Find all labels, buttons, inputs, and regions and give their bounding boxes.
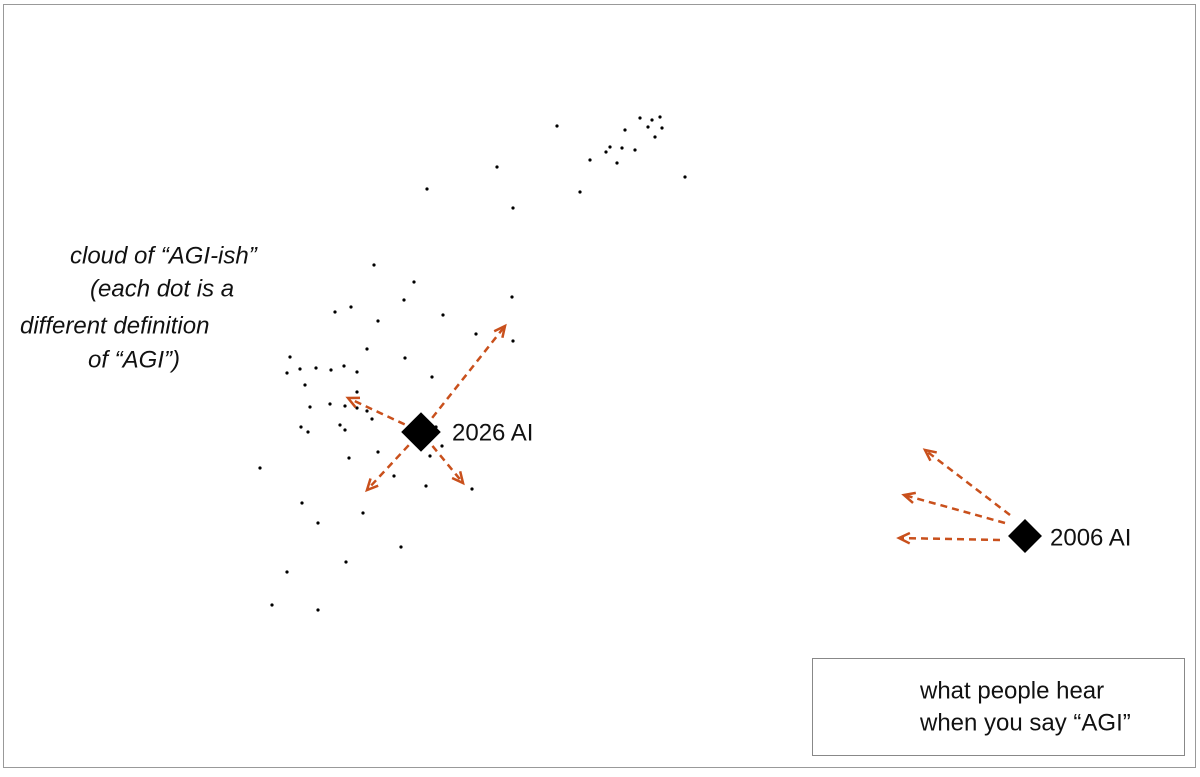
dot (288, 355, 292, 359)
annotation-line: (each dot is a (90, 275, 234, 302)
dot (376, 319, 380, 323)
dot (306, 430, 310, 434)
diamond-marker (1008, 519, 1042, 553)
dot (349, 305, 353, 309)
dot (638, 116, 642, 120)
dot (399, 545, 403, 549)
dot (430, 375, 434, 379)
frame (3, 4, 1196, 768)
annotation-line: different definition (20, 312, 209, 339)
dot (620, 146, 624, 150)
dot (329, 368, 333, 372)
arrow-head (922, 448, 938, 462)
annotation-line: cloud of “AGI-ish” (70, 242, 258, 269)
dot (355, 370, 359, 374)
dot (495, 165, 499, 169)
arrow-head (493, 323, 507, 338)
dot (285, 570, 289, 574)
dot (650, 118, 654, 122)
dot (440, 444, 444, 448)
dot (328, 402, 332, 406)
dot (403, 356, 407, 360)
arrow-head (896, 531, 911, 545)
dot (660, 126, 664, 130)
dot (361, 511, 365, 515)
arrow-shaft (431, 325, 506, 419)
dot (343, 404, 347, 408)
dot (392, 474, 396, 478)
dot (338, 423, 342, 427)
dot (623, 128, 627, 132)
dot (300, 501, 304, 505)
legend-box (812, 658, 1185, 756)
dot (474, 332, 478, 336)
arrows (345, 323, 1011, 713)
dot (588, 158, 592, 162)
diamond-marker (401, 412, 441, 452)
dot (285, 371, 289, 375)
dot (344, 560, 348, 564)
dot (470, 487, 474, 491)
dot (683, 175, 687, 179)
dot-cloud (258, 115, 687, 612)
dot (314, 366, 318, 370)
dot (615, 161, 619, 165)
dot (511, 206, 515, 210)
dot (365, 409, 369, 413)
dot (555, 124, 559, 128)
dot (370, 417, 374, 421)
dot (604, 150, 608, 154)
dot (402, 298, 406, 302)
dot (424, 484, 428, 488)
dot (333, 310, 337, 314)
dot (347, 456, 351, 460)
dot (608, 145, 612, 149)
point-label: 2026 AI (452, 419, 533, 446)
arrow-head (901, 491, 917, 504)
arrow-shaft (924, 449, 1011, 516)
dot (365, 347, 369, 351)
dot (355, 406, 359, 410)
arrow-shaft (366, 444, 410, 491)
annotation: cloud of “AGI-ish” (each dot is a differ… (20, 242, 258, 373)
dot (658, 115, 662, 119)
dot (376, 450, 380, 454)
dot (343, 428, 347, 432)
dot (316, 521, 320, 525)
dot (342, 364, 346, 368)
dot (316, 608, 320, 612)
arrow-shaft (431, 445, 464, 484)
dot (425, 187, 429, 191)
dot (412, 280, 416, 284)
legend-text: what people hear (919, 677, 1104, 704)
dot (308, 405, 312, 409)
arrow-head (451, 471, 465, 486)
dot (510, 295, 514, 299)
arrow-head (345, 396, 361, 409)
dot (511, 339, 515, 343)
dot (653, 135, 657, 139)
dot (303, 383, 307, 387)
arrow-shaft (898, 536, 1001, 542)
dot (372, 263, 376, 267)
dot (299, 425, 303, 429)
dot (270, 603, 274, 607)
arrow-shaft (347, 396, 406, 426)
legend: what people hear when you say “AGI” (812, 658, 1185, 756)
dot (258, 466, 262, 470)
arrow-shaft (903, 493, 1006, 525)
dot (298, 367, 302, 371)
point-label: 2006 AI (1050, 524, 1131, 551)
dot (428, 454, 432, 458)
dot (646, 125, 650, 129)
annotation-line: of “AGI”) (88, 346, 180, 373)
dot (355, 390, 359, 394)
dot (441, 313, 445, 317)
arrow-head (365, 478, 379, 493)
dot (633, 148, 637, 152)
legend-text: when you say “AGI” (919, 709, 1131, 736)
dot (578, 190, 582, 194)
